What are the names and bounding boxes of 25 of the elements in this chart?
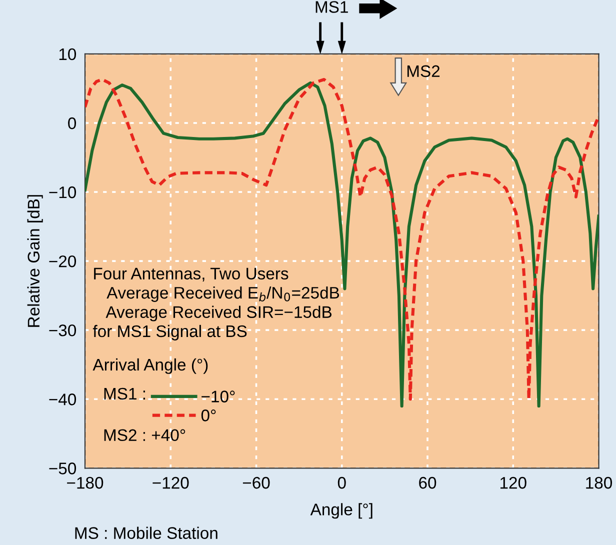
text: MS1 <box>316 1 348 13</box>
x-tick-label: −180 <box>67 476 104 489</box>
text: MS : Mobile Station <box>75 526 218 539</box>
x-tick-label: 180 <box>586 476 612 489</box>
annotation: Arrival Angle (°) <box>92 358 208 374</box>
y-tick-label: −10 <box>49 186 76 198</box>
y-tick-label: −40 <box>49 394 76 406</box>
annotation: Four Antennas, Two Users Average Received E$_{b}$/N$_{0}$=25dB Average Received SIR=−15dB for MS1 Signal at BS <box>92 268 340 340</box>
y-axis-title: Relative Gain [dB] <box>27 195 43 327</box>
legend-label: −10° <box>202 390 235 402</box>
annotation: MS1 : <box>104 388 145 400</box>
y-tick-label: 0 <box>68 117 76 130</box>
y-tick-label: −20 <box>49 255 76 268</box>
x-tick-label: −60 <box>242 476 270 489</box>
x-axis-title: Angle [°] <box>310 503 372 519</box>
x-tick-label: −120 <box>152 476 189 489</box>
annotation: MS2 <box>407 65 440 78</box>
legend-label: 0° <box>201 410 216 422</box>
y-tick-label: 10 <box>59 48 76 60</box>
y-tick-label: −50 <box>49 462 76 474</box>
y-tick-label: −30 <box>49 324 76 336</box>
annotation: MS2 : +40° <box>104 429 186 442</box>
x-tick-label: 60 <box>419 476 436 489</box>
x-tick-label: 120 <box>500 476 526 489</box>
x-tick-label: 0 <box>338 476 346 489</box>
